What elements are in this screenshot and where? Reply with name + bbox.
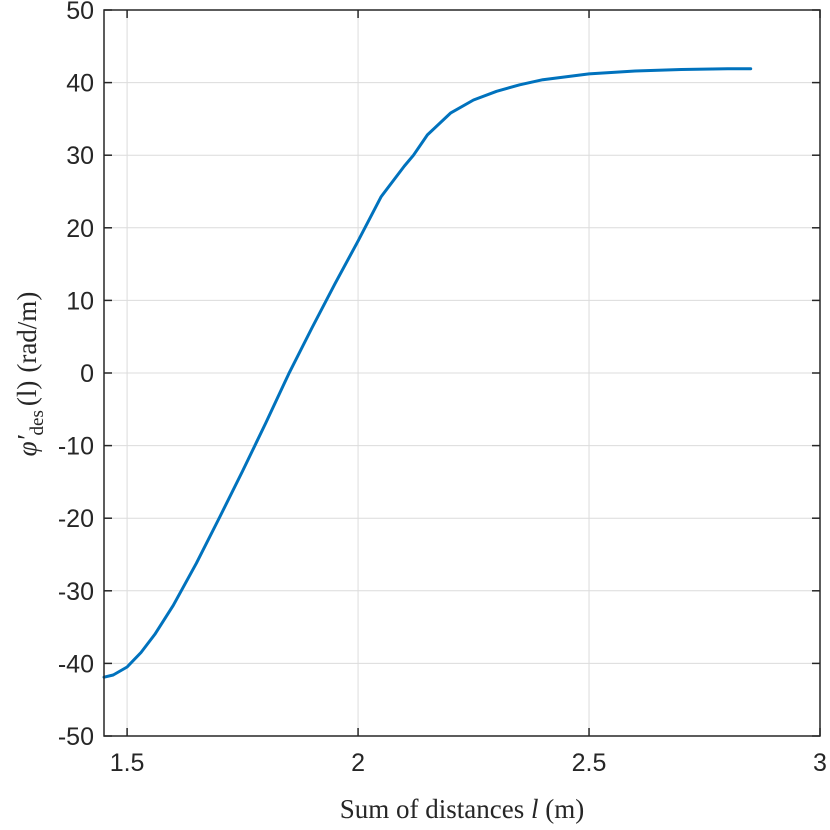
y-tick-label: 40 (66, 70, 94, 98)
y-tick-label: 20 (66, 215, 94, 243)
y-tick-label: -40 (58, 650, 94, 678)
tick-labels: 1.5 2 2.5 3 -50 -40 -30 -20 -10 0 10 20 30 40 50 (58, 0, 827, 777)
y-tick-label: -10 (58, 433, 94, 461)
x-axis-label: Sum of distances l (m) (340, 794, 584, 824)
y-tick-label: -50 (58, 723, 94, 751)
series-line (102, 67, 753, 679)
x-tick-label: 2.5 (572, 749, 607, 777)
y-tick-label: 30 (66, 142, 94, 170)
y-tick-label: 50 (66, 0, 94, 25)
tick-marks (104, 9, 821, 737)
x-tick-label: 2 (351, 749, 365, 777)
y-tick-label: 0 (80, 360, 94, 388)
y-tick-label: -30 (58, 578, 94, 606)
x-tick-label: 3 (813, 749, 827, 777)
y-tick-label: -20 (58, 505, 94, 533)
x-tick-label: 1.5 (110, 749, 145, 777)
y-axis-label: φ′des(l)(rad/m) (12, 292, 48, 457)
grid-lines (104, 9, 821, 737)
y-tick-label: 10 (66, 287, 94, 315)
plot-area (102, 67, 753, 679)
